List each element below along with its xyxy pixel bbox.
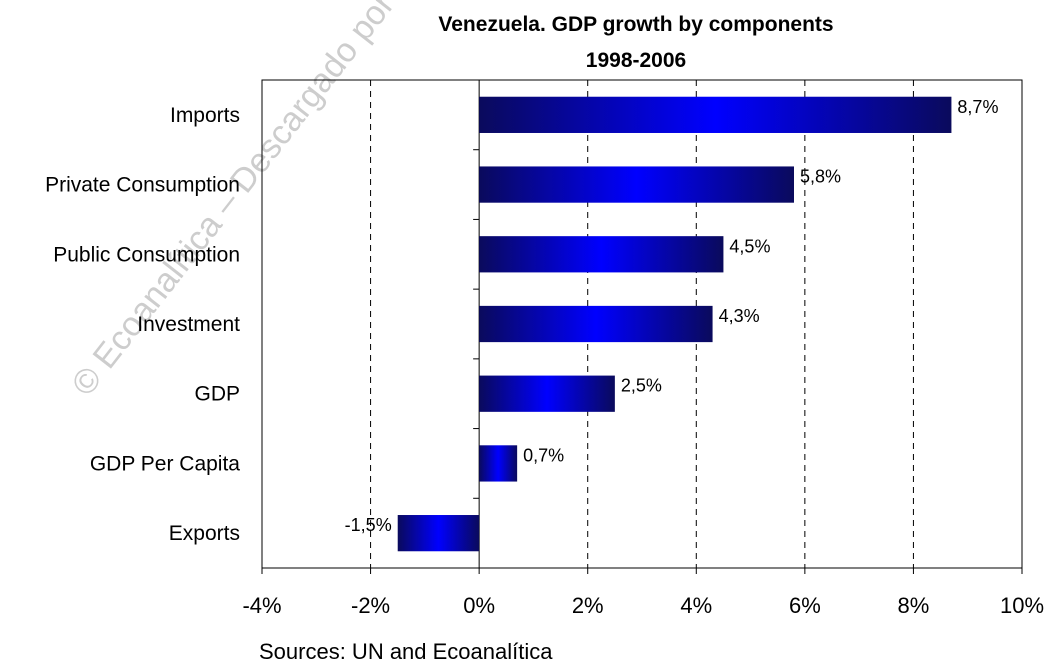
chart-subtitle: 1998-2006 xyxy=(586,49,686,72)
category-label: GDP Per Capita xyxy=(90,452,240,475)
watermark-text: © Ecoanalítica – Descargado por xyxy=(64,0,401,403)
bar-imports xyxy=(479,96,952,133)
plot-area xyxy=(261,79,1023,569)
bar-public-consumption xyxy=(479,236,724,273)
bar-investment xyxy=(479,305,713,343)
category-label: Private Consumption xyxy=(45,174,240,197)
bar-gdp xyxy=(479,375,615,412)
x-tick-label: 4% xyxy=(680,593,712,618)
data-label: -1,5% xyxy=(345,515,392,535)
bar-private-consumption xyxy=(479,166,794,203)
data-label: 4,3% xyxy=(719,306,760,326)
x-tick-label: 0% xyxy=(463,593,495,618)
bars xyxy=(397,96,952,552)
x-tick-label: 2% xyxy=(572,593,604,618)
category-label: Public Consumption xyxy=(53,243,240,266)
x-tick-label: 8% xyxy=(898,593,930,618)
x-tick-label: 10% xyxy=(1000,593,1044,618)
data-labels: 8,7% 5,8% 4,5% 4,3% 2,5% 0,7% -1,5% xyxy=(345,97,999,535)
data-label: 8,7% xyxy=(957,97,998,117)
data-label: 0,7% xyxy=(523,445,564,465)
category-label: Imports xyxy=(170,104,240,127)
category-label: Exports xyxy=(169,522,240,545)
data-label: 5,8% xyxy=(800,167,841,187)
x-tick-label: 6% xyxy=(789,593,821,618)
x-tick-labels: -4% -2% 0% 2% 4% 6% 8% 10% xyxy=(242,593,1044,618)
x-tick-label: -4% xyxy=(242,593,281,618)
category-label: Investment xyxy=(137,313,240,336)
bar-gdp-per-capita xyxy=(479,445,518,482)
category-labels: Imports Private Consumption Public Consump… xyxy=(45,104,240,545)
bar-exports xyxy=(397,515,480,552)
x-tick-label: -2% xyxy=(351,593,390,618)
category-label: GDP xyxy=(194,383,240,406)
chart-title: Venezuela. GDP growth by components xyxy=(438,13,833,36)
data-label: 2,5% xyxy=(621,376,662,396)
data-label: 4,5% xyxy=(729,236,770,256)
source-note: Sources: UN and Ecoanalítica xyxy=(259,639,553,664)
